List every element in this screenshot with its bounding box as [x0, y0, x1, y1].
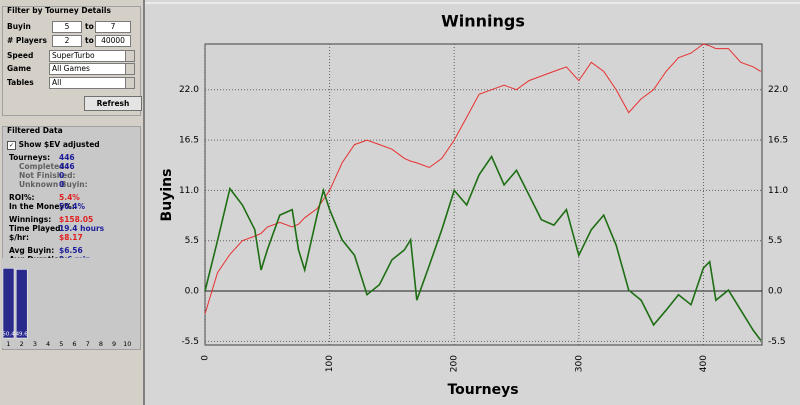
stat-value: 5.4% — [59, 193, 80, 202]
stat-row: Not Finished: 0 — [19, 171, 76, 180]
y-tick-label: 5.5 — [185, 236, 199, 246]
stat-row: Winnings: $158.05 — [9, 215, 93, 224]
chart: -5.5 -5.5 0.0 0.0 5.5 5.5 11.0 11.0 16.5 16.5 22.0… — [145, 0, 800, 405]
y-tick-label: 11.0 — [179, 186, 199, 196]
label: Game — [7, 64, 32, 73]
x-tick-label: 100 — [325, 355, 335, 372]
stat-row: Unknown Buyin: 0 — [19, 180, 88, 189]
x-tick-label: 400 — [699, 355, 709, 372]
y-tick-label: 22.0 — [179, 85, 199, 95]
x-tick-label: 3 — [33, 340, 37, 348]
stat-label: In the Money%: — [9, 202, 75, 211]
refresh-button[interactable]: Refresh — [84, 96, 142, 111]
label: Tables — [7, 78, 34, 87]
game-select[interactable]: All Games — [49, 63, 135, 75]
stat-label: Completed: — [19, 162, 68, 171]
speed-select[interactable]: SuperTurbo — [49, 50, 135, 62]
x-tick-label: 7 — [86, 340, 90, 348]
value-label: 49.6 — [16, 332, 29, 338]
stat-row: Avg Buyin: $6.56 — [9, 246, 83, 255]
stat-label: $/hr: — [9, 233, 29, 242]
stat-value: $158.05 — [59, 215, 94, 224]
stat-value: 446 — [59, 162, 75, 171]
x-axis-label: Tourneys — [447, 382, 518, 398]
stat-label: Not Finished: — [19, 171, 76, 180]
stat-row: Time Played: 19.4 hours — [9, 224, 104, 233]
buyin-from[interactable]: 5 — [52, 21, 82, 33]
buyin-row: Buyin 5 to 7 — [7, 21, 131, 33]
stat-label: ROI%: — [9, 193, 35, 202]
to: to — [85, 36, 94, 45]
x-tick-label: 10 — [123, 340, 131, 348]
sidebar: Filter by Tourney Details Buyin 5 to 7 #… — [0, 0, 145, 405]
y-tick-label: -5.5 — [181, 337, 199, 347]
stat-label: Tourneys: — [9, 153, 51, 162]
y2-tick-label: 11.0 — [768, 186, 788, 196]
y-axis-label: Buyins — [159, 169, 175, 222]
x-tick-label: 9 — [112, 340, 116, 348]
checkbox[interactable]: ✓ — [7, 140, 16, 150]
checkbox-row: ✓ Show $EV adjusted — [7, 139, 100, 150]
chart-title: Winnings — [441, 12, 525, 31]
x-tick-label: 4 — [46, 340, 50, 348]
stat-label: Winnings: — [9, 215, 52, 224]
y2-tick-label: -5.5 — [768, 337, 786, 347]
stat-value: $8.17 — [59, 233, 83, 242]
y2-tick-label: 16.5 — [768, 136, 788, 146]
players-row: # Players 2 to 40000 — [7, 35, 131, 47]
filter-panel: Filter by Tourney Details Buyin 5 to 7 #… — [2, 6, 141, 116]
bar — [2, 268, 15, 339]
stat-label: Unknown Buyin: — [19, 180, 88, 189]
stat-row: Tourneys: 446 — [9, 153, 75, 162]
label: Speed — [7, 51, 34, 60]
game-row: Game All Games — [7, 63, 135, 75]
y-tick-label: 0.0 — [185, 287, 200, 297]
checkbox-label: Show $EV adjusted — [18, 140, 100, 149]
tables-row: Tables All — [7, 77, 135, 89]
label: Buyin — [7, 22, 31, 31]
panel-title: Filtered Data — [7, 126, 63, 135]
stat-value: 0 — [59, 171, 65, 180]
x-tick-label: 5 — [59, 340, 63, 348]
stat-value: 446 — [59, 153, 75, 162]
x-tick-label: 200 — [450, 355, 460, 372]
speed-row: Speed SuperTurbo — [7, 50, 135, 62]
mini-chart: 1 50.4 2 49.6 3 4 5 6 7 8 9 10 — [1, 258, 139, 348]
y2-tick-label: 5.5 — [768, 236, 782, 246]
y-tick-label: 16.5 — [179, 136, 199, 146]
stat-row: Completed: 446 — [19, 162, 75, 171]
series-line — [204, 154, 762, 341]
stat-value: 0 — [59, 180, 65, 189]
x-tick-label: 6 — [72, 340, 76, 348]
stat-value: $6.56 — [59, 246, 83, 255]
players-to[interactable]: 40000 — [95, 35, 131, 47]
buyin-to[interactable]: 7 — [95, 21, 131, 33]
stat-value: 50.4% — [59, 202, 86, 211]
panel-title: Filter by Tourney Details — [7, 6, 111, 15]
x-tick-label: 300 — [574, 355, 584, 372]
bar — [15, 269, 28, 339]
stat-label: Time Played: — [9, 224, 64, 233]
plot-area — [204, 43, 763, 346]
stat-label: Avg Buyin: — [9, 246, 55, 255]
y2-tick-label: 22.0 — [768, 85, 788, 95]
stat-row: In the Money%: 50.4% — [9, 202, 85, 211]
y2-tick-label: 0.0 — [768, 287, 783, 297]
x-tick-label: 8 — [99, 340, 103, 348]
value-label: 50.4 — [2, 332, 15, 338]
players-from[interactable]: 2 — [52, 35, 82, 47]
to: to — [85, 22, 94, 31]
x-tick-label: 1 — [6, 340, 10, 348]
stat-row: $/hr: $8.17 — [9, 233, 83, 242]
x-tick-label: 2 — [20, 340, 24, 348]
tables-select[interactable]: All — [49, 77, 135, 89]
label: # Players — [7, 36, 47, 45]
stat-row: ROI%: 5.4% — [9, 193, 80, 202]
stat-value: 19.4 hours — [59, 224, 105, 233]
x-tick-label: 0 — [201, 355, 211, 361]
